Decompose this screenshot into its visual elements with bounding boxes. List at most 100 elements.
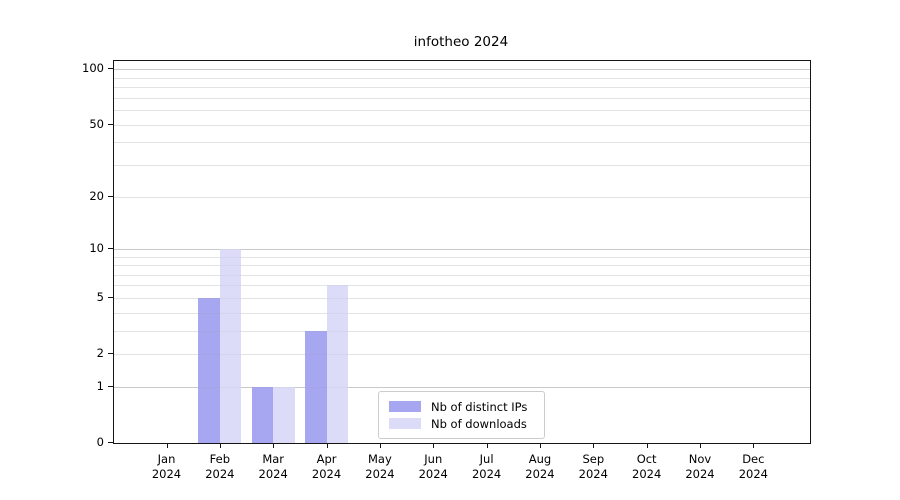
legend-swatch-downloads <box>389 418 421 429</box>
x-tick-label-mar: Mar 2024 <box>241 452 305 482</box>
bars-layer <box>114 61 810 443</box>
minor-gridline <box>114 124 810 126</box>
y-tick-label-10: 10 <box>89 240 104 255</box>
x-tick-label-year: 2024 <box>311 467 342 481</box>
y-tick-1 <box>108 386 113 387</box>
major-gridline <box>114 386 810 388</box>
gridline-overlay <box>114 142 810 144</box>
x-tick-jun <box>433 444 435 448</box>
y-tick-0 <box>108 442 113 443</box>
y-tick-label-5: 5 <box>96 289 104 304</box>
gridline-overlay <box>114 164 810 166</box>
x-tick-nov <box>700 444 701 448</box>
x-tick-label-month: Sep <box>582 452 605 466</box>
y-tick-label-1: 1 <box>96 378 104 393</box>
x-tick-label-month: Jun <box>424 452 443 466</box>
minor-gridline <box>114 110 810 112</box>
x-tick-aug <box>539 444 541 448</box>
x-tick-mar <box>273 444 275 448</box>
gridline-overlay <box>114 87 810 89</box>
x-tick-label-jun: Jun 2024 <box>401 452 465 482</box>
x-tick-label-year: 2024 <box>205 467 235 481</box>
gridline-overlay <box>114 110 810 112</box>
gridline-overlay <box>114 97 810 99</box>
bar-mar-downloads <box>273 386 295 443</box>
gridline-overlay <box>114 297 810 299</box>
legend-label-distinct-ips: Nb of distinct IPs <box>431 399 528 414</box>
major-gridline <box>114 248 810 250</box>
x-tick-label-year: 2024 <box>632 467 662 481</box>
minor-gridline <box>114 285 810 287</box>
x-tick-label-year: 2024 <box>471 467 502 481</box>
x-tick-label-month: May <box>368 452 392 466</box>
major-gridline <box>114 69 810 71</box>
x-tick-feb <box>219 444 221 448</box>
bar-mar-distinct-ips <box>251 386 274 443</box>
gridlines-overlay-layer <box>114 61 810 443</box>
gridline-overlay <box>114 265 810 267</box>
gridline-overlay <box>114 312 810 314</box>
legend-label-downloads: Nb of downloads <box>431 416 527 431</box>
x-tick-label-year: 2024 <box>525 467 555 481</box>
x-tick-dec <box>753 444 755 448</box>
gridline-overlay <box>114 354 810 356</box>
gridline-overlay <box>114 274 810 276</box>
x-tick-label-aug: Aug 2024 <box>508 452 572 482</box>
x-tick-oct <box>646 444 648 448</box>
minor-gridline <box>114 354 810 356</box>
x-tick-label-month: Feb <box>209 452 231 466</box>
y-tick-100 <box>108 68 113 69</box>
minor-gridline <box>114 77 810 79</box>
x-tick-label-month: Jul <box>479 452 494 466</box>
x-tick-label-jul: Jul 2024 <box>455 452 519 482</box>
x-tick-label-year: 2024 <box>418 467 448 481</box>
minor-gridline <box>114 164 810 166</box>
y-tick-20 <box>108 196 113 197</box>
minor-gridline <box>114 297 810 299</box>
y-tick-label-50: 50 <box>89 116 104 131</box>
x-tick-label-apr: Apr 2024 <box>295 452 359 482</box>
x-tick-label-month: Mar <box>262 452 285 466</box>
y-tick-2 <box>108 353 113 354</box>
x-tick-label-year: 2024 <box>738 467 768 481</box>
minor-gridline <box>114 97 810 99</box>
x-tick-label-month: Oct <box>636 452 657 466</box>
gridline-overlay <box>114 196 810 198</box>
legend-swatch-distinct-ips <box>389 401 421 412</box>
x-tick-apr <box>326 444 328 448</box>
y-tick-label-100: 100 <box>82 61 104 76</box>
gridline-overlay <box>114 285 810 287</box>
bar-feb-downloads <box>219 248 242 443</box>
minor-gridline <box>114 196 810 198</box>
x-tick-label-nov: Nov 2024 <box>668 452 732 482</box>
x-tick-jul <box>486 444 488 448</box>
gridline-overlay <box>114 330 810 332</box>
minor-gridline <box>114 87 810 89</box>
chart-title: infotheo 2024 <box>413 34 509 50</box>
x-tick-may <box>379 444 381 448</box>
y-tick-5 <box>108 297 113 298</box>
minor-gridline <box>114 274 810 276</box>
x-tick-label-month: Nov <box>688 452 712 466</box>
minor-gridline <box>114 256 810 258</box>
bar-feb-distinct-ips <box>198 297 220 443</box>
bar-apr-distinct-ips <box>305 330 327 443</box>
gridline-overlay <box>114 77 810 79</box>
bar-apr-downloads <box>326 285 349 443</box>
x-tick-sep <box>593 444 595 448</box>
x-tick-label-dec: Dec 2024 <box>721 452 785 482</box>
x-tick-label-may: May 2024 <box>348 452 412 482</box>
plot-area <box>113 60 811 444</box>
x-tick-jan <box>166 444 168 448</box>
legend-row-downloads: Nb of downloads <box>387 415 536 432</box>
legend: Nb of distinct IPs Nb of downloads <box>378 391 545 439</box>
minor-gridline <box>114 330 810 332</box>
gridlines-layer <box>114 61 810 443</box>
x-tick-label-oct: Oct 2024 <box>615 452 679 482</box>
gridline-overlay <box>114 256 810 258</box>
y-tick-label-0: 0 <box>96 435 104 449</box>
y-tick-50 <box>108 124 113 125</box>
x-tick-label-sep: Sep 2024 <box>561 452 625 482</box>
x-tick-label-feb: Feb 2024 <box>188 452 252 482</box>
